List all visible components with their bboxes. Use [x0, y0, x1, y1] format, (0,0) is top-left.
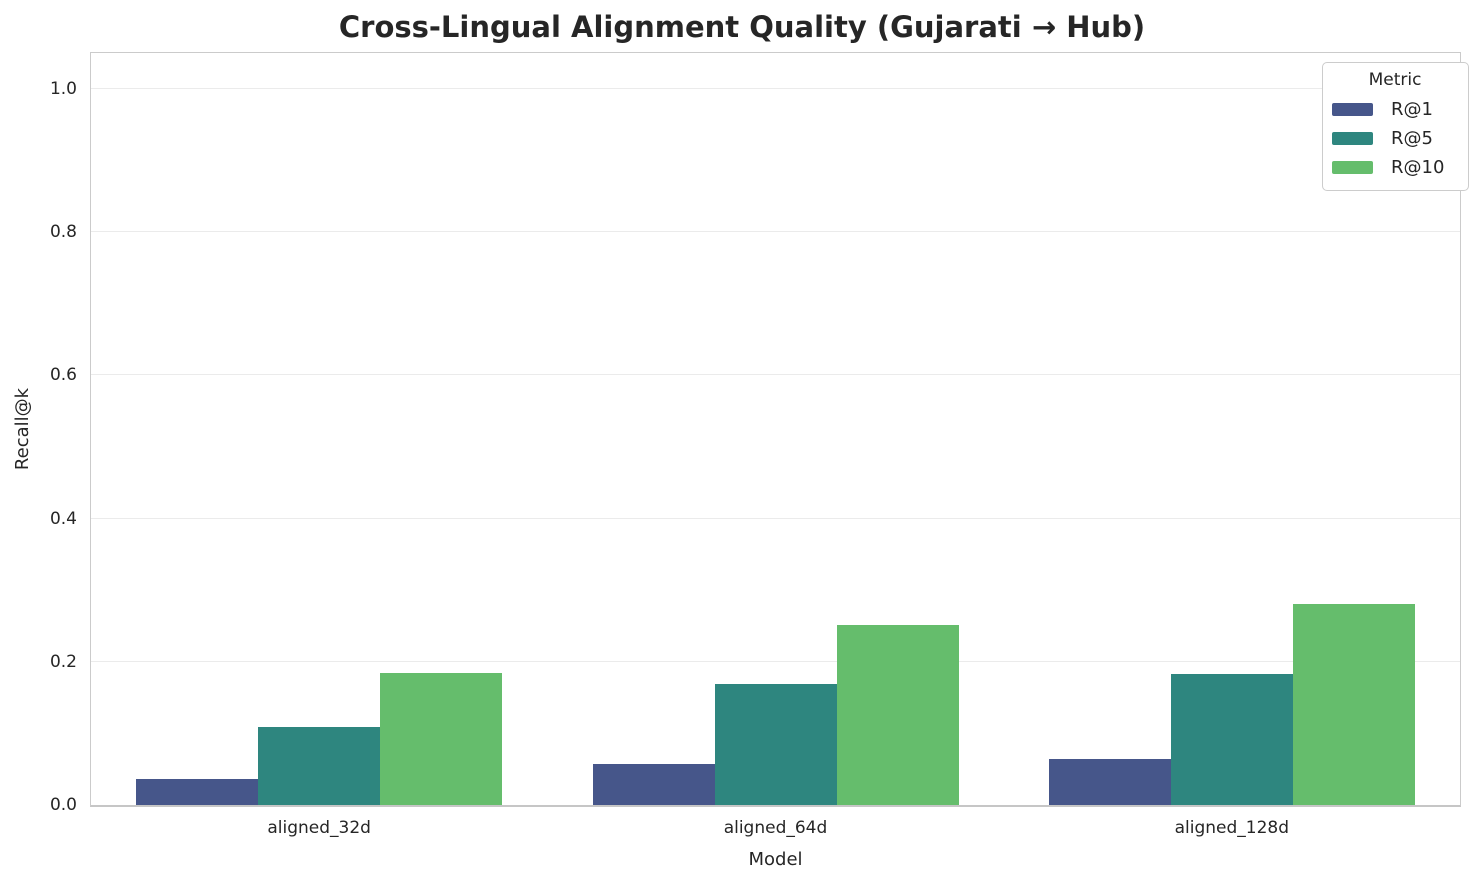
bar-R@10-aligned_64d	[836, 624, 959, 805]
bar-R@1-aligned_64d	[592, 764, 715, 805]
legend: Metric R@1 R@5 R@10	[1322, 62, 1469, 191]
legend-label: R@10	[1391, 157, 1445, 178]
gridline	[91, 87, 1460, 89]
y-tick-label: 0.8	[49, 222, 77, 243]
x-axis-label: Model	[748, 849, 803, 870]
legend-title: Metric	[1368, 70, 1422, 90]
gridline	[91, 231, 1460, 233]
y-tick-label: 0.4	[49, 508, 77, 529]
legend-label: R@5	[1391, 128, 1433, 149]
legend-item: R@10	[1332, 153, 1458, 182]
legend-swatch-r1-icon	[1332, 103, 1373, 116]
bar-R@5-aligned_32d	[258, 726, 381, 805]
chart-title: Cross-Lingual Alignment Quality (Gujarat…	[338, 10, 1146, 44]
gridline	[91, 660, 1460, 662]
legend-item: R@5	[1332, 124, 1458, 153]
legend-swatch-r10-icon	[1332, 161, 1373, 174]
legend-swatch-r5-icon	[1332, 132, 1373, 145]
bar-group-aligned_128d	[1048, 53, 1415, 805]
bar-R@10-aligned_128d	[1292, 604, 1415, 805]
gridline	[91, 517, 1460, 519]
y-axis-label: Recall@k	[12, 387, 33, 471]
x-tick-label: aligned_64d	[723, 818, 828, 838]
gridline	[91, 374, 1460, 376]
bar-R@10-aligned_32d	[380, 672, 503, 805]
y-tick-label: 0.0	[49, 795, 77, 815]
x-tick-label: aligned_128d	[1174, 818, 1290, 838]
bar-R@5-aligned_128d	[1170, 673, 1293, 805]
plot-area	[90, 52, 1461, 807]
bar-group-aligned_64d	[592, 53, 959, 805]
legend-label: R@1	[1391, 99, 1433, 120]
y-tick-label: 0.6	[49, 365, 77, 386]
x-tick-label: aligned_32d	[267, 818, 371, 838]
bar-R@1-aligned_32d	[136, 779, 259, 805]
legend-item: R@1	[1332, 95, 1458, 124]
bar-R@5-aligned_64d	[714, 683, 837, 805]
y-tick-label: 1.0	[49, 78, 77, 99]
bar-group-aligned_32d	[136, 53, 503, 805]
y-tick-label: 0.2	[49, 651, 77, 672]
bar-R@1-aligned_128d	[1048, 759, 1171, 805]
